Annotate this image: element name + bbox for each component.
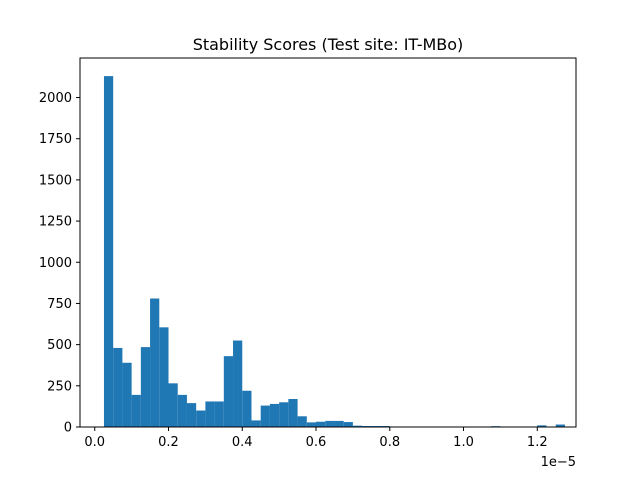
histogram-bar bbox=[334, 420, 344, 427]
y-axis: 0 250 500 750 1000 1250 1500 1750 2000 bbox=[39, 91, 80, 436]
histogram-bar bbox=[352, 425, 363, 427]
x-tick-label: 0.8 bbox=[379, 435, 400, 450]
histogram-bar bbox=[297, 416, 307, 427]
histogram-bar bbox=[140, 347, 151, 427]
histogram-bar bbox=[269, 403, 280, 427]
histogram-bar bbox=[325, 420, 335, 427]
plot-frame bbox=[79, 57, 577, 428]
y-tick-label: 750 bbox=[47, 297, 72, 312]
histogram-bar bbox=[177, 394, 187, 427]
histogram-bar bbox=[214, 401, 224, 427]
y-tick-label: 1000 bbox=[39, 256, 72, 271]
x-tick-label: 1.0 bbox=[453, 435, 474, 450]
y-tick-label: 2000 bbox=[39, 91, 72, 106]
y-tick-label: 1750 bbox=[39, 132, 72, 147]
x-tick-label: 0.4 bbox=[232, 435, 253, 450]
histogram-bar bbox=[205, 401, 215, 427]
histogram-bar bbox=[131, 394, 141, 427]
y-tick-label: 250 bbox=[47, 379, 72, 394]
histogram-bar bbox=[555, 424, 565, 427]
histogram-bar bbox=[159, 327, 169, 427]
histogram-bar bbox=[186, 403, 197, 427]
histogram-bar bbox=[343, 422, 353, 427]
histogram-bar bbox=[223, 356, 234, 427]
histogram-bar bbox=[251, 420, 261, 427]
histogram-bar bbox=[150, 298, 160, 427]
histogram-bar bbox=[103, 76, 114, 427]
histogram-bar bbox=[168, 383, 178, 427]
histogram-bar bbox=[306, 422, 317, 427]
histogram-bar bbox=[196, 410, 206, 427]
histogram-bar bbox=[233, 340, 243, 427]
histogram-bar bbox=[122, 362, 132, 427]
chart-title: Stability Scores (Test site: IT-MBo) bbox=[193, 35, 464, 54]
y-tick-label: 1500 bbox=[39, 173, 72, 188]
histogram-bar bbox=[537, 425, 547, 427]
histogram-bar bbox=[316, 421, 326, 427]
x-axis-offset-label: 1e−5 bbox=[541, 455, 576, 470]
histogram-bar bbox=[260, 405, 270, 427]
histogram-bar bbox=[113, 347, 123, 427]
histogram-bar bbox=[288, 398, 298, 427]
x-tick-label: 0.2 bbox=[158, 435, 179, 450]
y-tick-label: 1250 bbox=[39, 215, 72, 230]
histogram-bar bbox=[242, 390, 252, 427]
x-tick-label: 0.0 bbox=[84, 435, 105, 450]
x-tick-label: 0.6 bbox=[306, 435, 327, 450]
x-tick-label: 1.2 bbox=[527, 435, 548, 450]
y-tick-label: 0 bbox=[64, 421, 72, 436]
histogram-bar bbox=[279, 402, 289, 427]
histogram-bars bbox=[103, 76, 575, 427]
x-axis: 0.0 0.2 0.4 0.6 0.8 1.0 1.2 bbox=[84, 427, 548, 450]
y-tick-label: 500 bbox=[47, 338, 72, 353]
